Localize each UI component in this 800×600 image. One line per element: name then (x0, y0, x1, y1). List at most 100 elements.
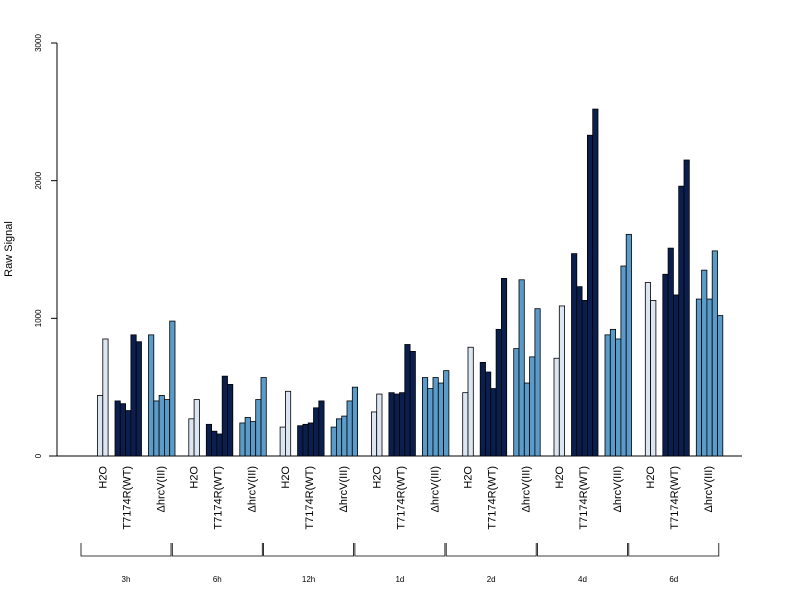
bar (125, 410, 132, 457)
bar (297, 425, 304, 457)
time-bracket (628, 543, 720, 557)
bar (592, 108, 599, 457)
bar (513, 348, 520, 457)
bar (534, 308, 541, 457)
time-bracket (80, 543, 172, 557)
bar (437, 382, 444, 457)
bar (587, 134, 594, 457)
bar (388, 392, 395, 457)
bar (341, 415, 348, 457)
time-label: 6d (669, 575, 678, 584)
time-bracket (445, 543, 537, 557)
bar (701, 269, 708, 457)
bar (260, 377, 267, 457)
y-tick-label: 1000 (34, 309, 43, 327)
bar (279, 426, 286, 457)
y-tick-label: 0 (34, 453, 43, 458)
condition-label: ΔhrcV(III) (612, 466, 624, 512)
bar (302, 423, 309, 457)
condition-label: H2O (463, 466, 475, 489)
bar (351, 386, 358, 457)
bar (193, 399, 200, 457)
condition-label: H2O (189, 466, 201, 489)
condition-label: T7174R(WT) (213, 466, 225, 530)
bar (553, 357, 560, 457)
bar (307, 422, 314, 457)
time-label: 3h (122, 575, 131, 584)
bar (205, 423, 213, 457)
bar (163, 399, 171, 457)
bars (97, 108, 724, 457)
bar (227, 384, 234, 457)
bar (523, 382, 530, 457)
time-label: 2d (487, 575, 496, 584)
condition-label: ΔhrcV(III) (338, 466, 350, 512)
bar (188, 418, 195, 457)
bar (97, 395, 104, 457)
bar (330, 426, 337, 457)
bar (615, 338, 622, 457)
bar (650, 300, 657, 457)
bar (571, 253, 578, 457)
bar (313, 407, 320, 457)
bar (130, 334, 137, 457)
bar (581, 300, 588, 457)
bar (244, 417, 251, 457)
bar (609, 328, 616, 457)
bar (102, 338, 109, 457)
bar (404, 344, 411, 457)
bar (529, 356, 536, 457)
time-brackets: 3h 6h 12h 1d 2d 4d 6d (80, 543, 720, 584)
condition-label: T7174R(WT) (395, 466, 407, 530)
bar (318, 400, 325, 457)
condition-label: T7174R(WT) (304, 466, 316, 530)
bar (558, 305, 565, 457)
bar (221, 375, 228, 457)
condition-label: H2O (554, 466, 566, 489)
bar (673, 294, 680, 457)
bar (421, 377, 429, 457)
bar (399, 392, 406, 457)
bar (678, 185, 685, 457)
bar (625, 233, 632, 457)
bar (500, 278, 508, 457)
bar (518, 279, 525, 457)
condition-label: ΔhrcV(III) (429, 466, 441, 512)
bar (335, 418, 343, 457)
time-bracket (171, 543, 263, 557)
bar (427, 388, 434, 457)
time-bracket (354, 543, 446, 557)
bar (695, 298, 702, 457)
y-axis-label: Raw Signal (3, 221, 15, 277)
condition-label: T7174R(WT) (121, 466, 133, 530)
bar (485, 371, 492, 457)
bar (576, 286, 583, 457)
time-label: 12h (302, 575, 315, 584)
condition-label: H2O (97, 466, 109, 489)
bar (284, 390, 292, 457)
bar (467, 346, 474, 457)
condition-label: T7174R(WT) (578, 466, 590, 530)
bar (393, 393, 400, 457)
bar (409, 350, 416, 457)
bar (216, 433, 223, 457)
bar (443, 370, 450, 457)
bar (346, 400, 353, 457)
bar (662, 273, 669, 457)
bar (667, 247, 674, 457)
bar (135, 341, 142, 457)
bar (479, 361, 486, 457)
condition-label: ΔhrcV(III) (703, 466, 715, 512)
bar (255, 399, 262, 457)
bar (462, 392, 469, 457)
bar (683, 159, 690, 457)
condition-label: T7174R(WT) (669, 466, 681, 530)
bar (644, 282, 651, 457)
bar (604, 334, 611, 457)
time-label: 6h (213, 575, 222, 584)
condition-label: T7174R(WT) (487, 466, 499, 530)
bar (706, 298, 713, 457)
condition-label: H2O (371, 466, 383, 489)
bar (148, 334, 155, 457)
